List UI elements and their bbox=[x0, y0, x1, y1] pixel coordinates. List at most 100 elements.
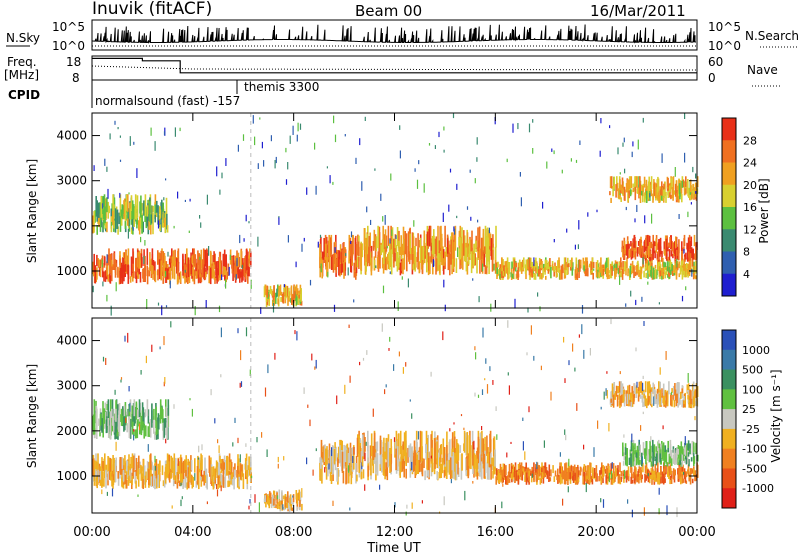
heatmap-cell bbox=[124, 455, 126, 470]
heatmap-cell bbox=[160, 260, 162, 281]
heatmap-cell bbox=[608, 472, 610, 483]
heatmap-cell bbox=[123, 200, 125, 220]
heatmap-cell bbox=[506, 479, 508, 485]
heatmap-cell bbox=[184, 253, 187, 266]
heatmap-cell bbox=[681, 466, 684, 472]
heatmap-cell bbox=[653, 183, 656, 196]
heatmap-cell bbox=[417, 233, 419, 261]
heatmap-cell bbox=[583, 444, 585, 450]
heatmap-cell bbox=[133, 219, 135, 227]
heatmap-cell bbox=[170, 472, 172, 479]
heatmap-cell bbox=[399, 150, 401, 159]
heatmap-cell bbox=[287, 162, 289, 170]
heatmap-cell bbox=[562, 267, 564, 272]
heatmap-cell bbox=[149, 419, 152, 435]
heatmap-cell bbox=[611, 462, 613, 469]
heatmap-cell bbox=[627, 466, 630, 476]
heatmap-cell bbox=[249, 469, 251, 476]
heatmap-cell bbox=[239, 463, 242, 480]
heatmap-cell bbox=[649, 193, 651, 198]
heatmap-cell bbox=[174, 249, 176, 267]
heatmap-cell bbox=[679, 265, 682, 275]
heatmap-cell bbox=[204, 475, 207, 483]
heatmap-cell bbox=[410, 247, 413, 260]
frequency-panel: Freq. [MHz] 18 8 60 0 Nave bbox=[4, 55, 782, 87]
heatmap-cell bbox=[218, 445, 220, 454]
heatmap-cell bbox=[131, 219, 134, 230]
heatmap-cell bbox=[112, 210, 114, 226]
heatmap-cell bbox=[603, 466, 605, 472]
heatmap-cell bbox=[508, 269, 510, 279]
heatmap-cell bbox=[180, 499, 182, 507]
heatmap-cell bbox=[489, 452, 491, 468]
heatmap-cell bbox=[603, 469, 605, 477]
heatmap-cell bbox=[111, 476, 113, 487]
heatmap-cell bbox=[428, 252, 430, 271]
heatmap-cell bbox=[564, 257, 567, 267]
heatmap-cell bbox=[106, 166, 108, 172]
heatmap-cell bbox=[278, 216, 280, 219]
heatmap-cell bbox=[241, 464, 243, 477]
heatmap-cell bbox=[435, 236, 438, 256]
heatmap-cell bbox=[658, 242, 660, 250]
heatmap-cell bbox=[544, 462, 547, 473]
heatmap-cell bbox=[619, 172, 621, 175]
heatmap-cell bbox=[143, 423, 145, 439]
heatmap-cell bbox=[274, 494, 276, 505]
heatmap-cell bbox=[661, 181, 663, 196]
heatmap-cell bbox=[357, 241, 360, 256]
heatmap-cell bbox=[627, 385, 629, 399]
heatmap-cell bbox=[363, 228, 366, 251]
heatmap-cell bbox=[223, 266, 225, 276]
heatmap-cell bbox=[444, 251, 446, 263]
heatmap-cell bbox=[214, 469, 216, 480]
heatmap-cell bbox=[93, 399, 96, 418]
heatmap-cell bbox=[570, 158, 572, 162]
heatmap-cell bbox=[173, 261, 176, 280]
heatmap-cell bbox=[248, 221, 250, 224]
heatmap-cell bbox=[159, 224, 161, 232]
heatmap-cell bbox=[216, 489, 219, 497]
heatmap-cell bbox=[620, 257, 622, 268]
heatmap-cell bbox=[403, 250, 406, 270]
heatmap-cell bbox=[609, 125, 611, 129]
heatmap-cell bbox=[248, 267, 250, 277]
heatmap-cell bbox=[290, 497, 293, 504]
heatmap-cell bbox=[608, 270, 610, 274]
heatmap-cell bbox=[232, 255, 235, 269]
heatmap-cell bbox=[539, 271, 541, 280]
heatmap-cell bbox=[359, 361, 361, 366]
heatmap-cell bbox=[647, 281, 649, 285]
heatmap-cell bbox=[186, 465, 188, 479]
heatmap-cell bbox=[505, 465, 507, 476]
heatmap-cell bbox=[483, 247, 486, 267]
heatmap-cell bbox=[590, 262, 593, 270]
heatmap-cell bbox=[589, 348, 591, 356]
heatmap-cell bbox=[138, 455, 140, 469]
heatmap-cell bbox=[120, 379, 122, 383]
heatmap-cell bbox=[435, 251, 437, 275]
heatmap-cell bbox=[183, 476, 185, 488]
heatmap-cell bbox=[689, 253, 692, 261]
heatmap-cell bbox=[132, 266, 134, 282]
heatmap-cell bbox=[623, 137, 625, 143]
heatmap-cell bbox=[494, 247, 497, 260]
heatmap-cell bbox=[636, 381, 638, 388]
heatmap-cell bbox=[408, 251, 410, 260]
heatmap-cell bbox=[560, 265, 563, 275]
heatmap-cell bbox=[415, 237, 417, 247]
heatmap-cell bbox=[639, 183, 641, 195]
heatmap-cell bbox=[122, 205, 124, 214]
heatmap-cell bbox=[118, 423, 121, 437]
heatmap-cell bbox=[524, 471, 526, 481]
heatmap-cell bbox=[687, 373, 689, 383]
heatmap-cell bbox=[220, 374, 222, 378]
heatmap-cell bbox=[130, 256, 133, 276]
heatmap-cell bbox=[643, 270, 645, 278]
heatmap-cell bbox=[330, 454, 333, 475]
heatmap-cell bbox=[329, 450, 332, 472]
heatmap-cell bbox=[510, 470, 513, 479]
heatmap-cell bbox=[481, 389, 484, 395]
colorbar-tick-label: 20 bbox=[743, 179, 757, 192]
heatmap-cell bbox=[401, 461, 404, 472]
